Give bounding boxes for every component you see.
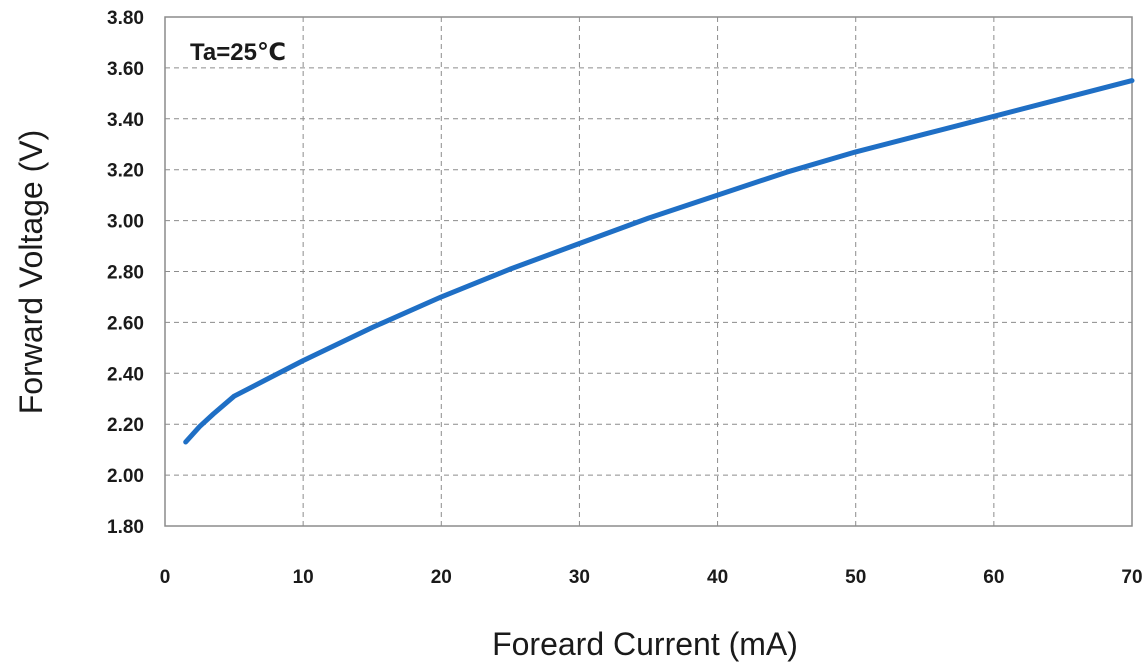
y-tick-label: 2.60 <box>107 313 144 334</box>
series-line-forward-voltage <box>183 78 1135 445</box>
grid-lines <box>165 17 1132 526</box>
y-tick-label: 2.00 <box>107 466 144 487</box>
y-tick-label: 2.20 <box>107 415 144 436</box>
x-tick-label: 60 <box>983 567 1004 588</box>
y-tick-label: 3.60 <box>107 59 144 80</box>
x-tick-label: 50 <box>845 567 866 588</box>
y-tick-label: 2.40 <box>107 364 144 385</box>
x-axis-title: Foreard Current (mA) <box>492 626 798 662</box>
y-tick-label: 3.20 <box>107 161 144 182</box>
y-tick-label: 3.80 <box>107 8 144 29</box>
y-tick-label: 3.00 <box>107 212 144 233</box>
y-axis-title: Forward Voltage (V) <box>13 130 49 415</box>
x-tick-label: 0 <box>160 567 171 588</box>
x-tick-label: 30 <box>569 567 590 588</box>
tick-labels: 0 10 20 30 40 50 60 70 1.80 2.00 2.20 2.40 2.60 2.80 3… <box>107 8 1143 588</box>
x-tick-label: 10 <box>293 567 314 588</box>
x-tick-label: 20 <box>431 567 452 588</box>
y-tick-label: 1.80 <box>107 517 144 538</box>
y-tick-label: 3.40 <box>107 110 144 131</box>
x-tick-label: 70 <box>1121 567 1142 588</box>
temperature-annotation: Ta=25℃ <box>190 39 286 66</box>
y-tick-label: 2.80 <box>107 263 144 284</box>
plot-frame <box>164 16 1133 527</box>
x-tick-label: 40 <box>707 567 728 588</box>
